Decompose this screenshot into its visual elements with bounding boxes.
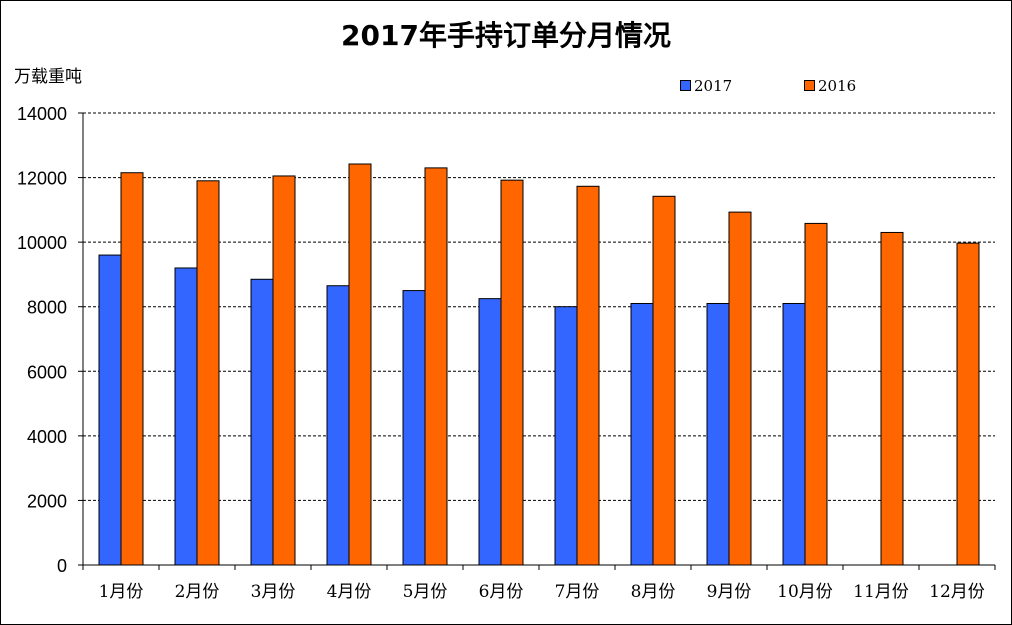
bar-2016-12 (956, 242, 980, 566)
x-tick-label: 11月份 (853, 582, 909, 602)
bar-2016-6 (500, 179, 524, 566)
chart-title: 2017年手持订单分月情况 (341, 19, 671, 52)
legend-label-2017: 2017 (694, 77, 733, 95)
bar-2017-4 (326, 285, 350, 566)
bar-2016-11 (880, 231, 904, 566)
x-tick-label: 4月份 (327, 582, 372, 602)
bar-2016-2 (196, 180, 220, 566)
x-tick-label: 2月份 (175, 582, 220, 602)
x-tick-label: 12月份 (929, 582, 985, 602)
y-tick-label: 0 (57, 556, 67, 576)
bar-2017-6 (478, 298, 502, 566)
bar-2016-4 (348, 163, 372, 566)
x-tick-label: 8月份 (631, 582, 676, 602)
y-tick-label: 4000 (27, 427, 67, 447)
bar-2017-9 (706, 302, 730, 566)
legend-swatch-2017 (680, 80, 691, 91)
x-tick-label: 6月份 (479, 582, 524, 602)
bar-2017-7 (554, 306, 578, 566)
x-tick-label: 10月份 (777, 582, 833, 602)
bar-2017-2 (174, 267, 198, 566)
bar-2016-10 (804, 222, 828, 566)
y-tick-label: 6000 (27, 362, 67, 382)
bar-2016-1 (120, 172, 144, 566)
bar-2016-8 (652, 195, 676, 566)
y-tick-label: 2000 (27, 491, 67, 511)
y-tick-label: 14000 (17, 104, 67, 124)
y-tick-label: 12000 (17, 169, 67, 189)
bar-2017-5 (402, 290, 426, 566)
bar-2017-3 (250, 278, 274, 566)
y-tick-label: 10000 (17, 233, 67, 253)
bar-2017-10 (782, 302, 806, 566)
x-tick-label: 1月份 (99, 582, 144, 602)
x-tick-label: 9月份 (707, 582, 752, 602)
legend-swatch-2016 (804, 80, 815, 91)
bar-2016-7 (576, 185, 600, 566)
bar-2016-9 (728, 211, 752, 566)
y-tick-label: 8000 (27, 298, 67, 318)
bar-2016-3 (272, 175, 296, 566)
bar-2017-8 (630, 302, 654, 566)
y-axis-unit-label: 万载重吨 (14, 67, 82, 87)
bar-2016-5 (424, 167, 448, 566)
bar-2017-1 (98, 254, 122, 566)
x-tick-label: 7月份 (555, 582, 600, 602)
legend-label-2016: 2016 (818, 77, 857, 95)
x-tick-label: 5月份 (403, 582, 448, 602)
x-tick-label: 3月份 (251, 582, 296, 602)
